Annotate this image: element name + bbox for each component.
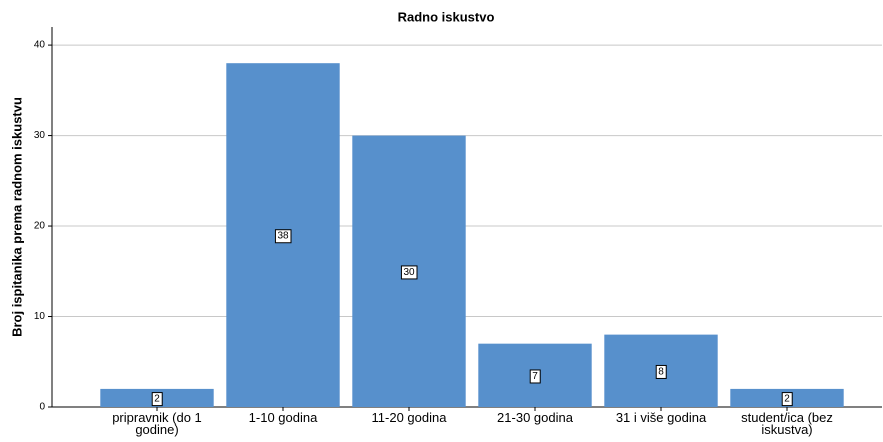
- chart-title: Radno iskustvo: [398, 9, 495, 24]
- data-label: 2: [154, 394, 160, 405]
- data-label: 38: [277, 231, 289, 242]
- x-tick-label: 1-10 godina: [248, 412, 318, 425]
- x-tick-label-box: 21-30 godina: [497, 412, 573, 425]
- y-axis-label: Broj ispitanika prema radnom iskustvu: [9, 97, 24, 337]
- data-label-group: 2: [781, 392, 793, 407]
- data-label-group: 8: [655, 364, 667, 379]
- y-tick-label: 0: [39, 402, 45, 413]
- data-label-group: 7: [529, 369, 541, 384]
- data-label-box: [655, 364, 667, 379]
- x-tick-label: student/ica (bez iskustva): [741, 412, 833, 437]
- x-tick-label-box: 31 i više godina: [615, 412, 707, 425]
- data-label-box: [274, 229, 292, 244]
- x-tick-label-box: pripravnik (do 1 godine): [112, 412, 202, 437]
- data-label-box: [781, 392, 793, 407]
- y-tick-label: 10: [34, 311, 46, 322]
- data-label: 7: [532, 371, 538, 382]
- data-label-group: 2: [151, 392, 163, 407]
- data-label-box: [151, 392, 163, 407]
- y-tick-label: 20: [34, 221, 46, 232]
- x-tick-label: 21-30 godina: [497, 412, 573, 425]
- x-tick-label-box: 1-10 godina: [248, 412, 318, 425]
- y-tick-label: 40: [34, 40, 46, 51]
- x-tick-label: pripravnik (do 1 godine): [112, 412, 202, 437]
- data-label-box: [400, 265, 418, 280]
- x-tick-label: 11-20 godina: [371, 412, 447, 425]
- data-label: 30: [403, 267, 415, 278]
- data-label-group: 30: [400, 265, 418, 280]
- data-label-group: 38: [274, 229, 292, 244]
- x-tick-label-box: student/ica (bez iskustva): [741, 412, 833, 437]
- y-tick-label: 30: [34, 130, 46, 141]
- data-label: 8: [658, 366, 664, 377]
- x-tick-label-box: 11-20 godina: [371, 412, 447, 425]
- data-label: 2: [784, 394, 790, 405]
- x-tick-label: 31 i više godina: [615, 412, 707, 425]
- data-label-box: [529, 369, 541, 384]
